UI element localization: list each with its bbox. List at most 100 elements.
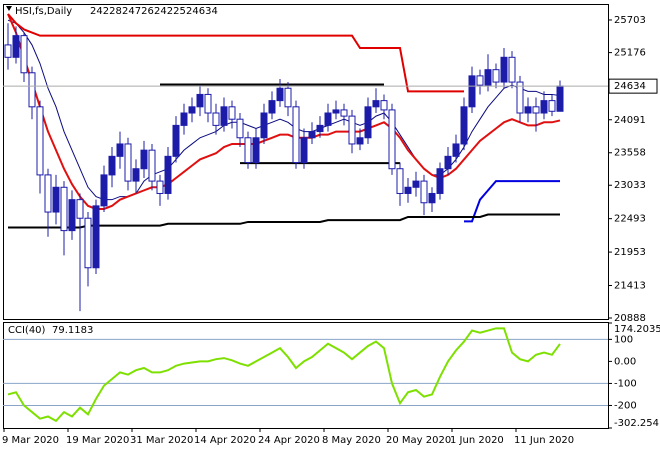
candle-body — [212, 112, 220, 126]
x-tick-label: 19 Mar 2020 — [66, 435, 129, 446]
y-tick-label: 20888 — [614, 313, 646, 324]
candle-body — [484, 69, 492, 86]
candle-body — [388, 109, 396, 170]
candle-body — [476, 75, 484, 86]
candle-body — [556, 85, 564, 112]
candle-body — [500, 56, 508, 83]
candle-body — [28, 72, 36, 108]
y-tick-label: 23033 — [614, 180, 646, 191]
y2-tick-label: 174.2035 — [614, 324, 660, 335]
candle-body — [420, 180, 428, 204]
candle-body — [428, 192, 436, 204]
candle-body — [268, 100, 276, 114]
overlay-line — [7, 13, 561, 210]
candle-body — [532, 106, 540, 114]
candle-body — [116, 143, 124, 157]
y2-tick-label: 100 — [614, 334, 633, 345]
candle-body — [380, 100, 388, 111]
price-box — [608, 78, 658, 94]
candle-body — [164, 155, 172, 194]
candle-body — [436, 168, 444, 194]
candle-body — [276, 87, 284, 102]
candle-body — [292, 106, 300, 164]
candle-body — [412, 180, 420, 188]
x-tick-label: 24 Apr 2020 — [258, 435, 320, 446]
candle-body — [300, 137, 308, 164]
candle-body — [548, 100, 556, 112]
candle-body — [364, 106, 372, 139]
ohlc-open: 24228 — [90, 6, 122, 17]
price-panel — [3, 4, 609, 320]
candle-body — [36, 106, 44, 176]
x-tick-label: 31 Mar 2020 — [130, 435, 193, 446]
candle-body — [332, 109, 340, 114]
overlay-line — [7, 13, 464, 93]
y-tick-label: 21413 — [614, 281, 646, 292]
candle-body — [340, 109, 348, 117]
y-tick-label: 23558 — [614, 148, 646, 159]
ohlc-close: 24634 — [186, 6, 218, 17]
overlay-line — [464, 180, 560, 223]
candle-body — [188, 106, 196, 114]
x-tick-label: 11 Jun 2020 — [514, 435, 574, 446]
x-tick-label: 1 Jun 2020 — [450, 435, 504, 446]
candle-body — [132, 168, 140, 182]
candle-body — [508, 56, 516, 83]
candle-body — [308, 131, 316, 139]
x-tick-label: 9 Mar 2020 — [2, 435, 59, 446]
candle-body — [316, 124, 324, 133]
candle-body — [196, 93, 204, 108]
candle-body — [516, 81, 524, 114]
candle-body — [148, 149, 156, 182]
candle-body — [236, 118, 244, 139]
candle-body — [396, 168, 404, 194]
overlay-line — [7, 19, 561, 201]
header-arrow — [6, 6, 12, 11]
overlay-line — [7, 327, 561, 423]
candle-body — [108, 155, 116, 176]
candle-body — [468, 75, 476, 108]
candle-body — [76, 199, 84, 219]
candle-body — [452, 143, 460, 157]
candle-body — [84, 217, 92, 269]
candle-body — [44, 174, 52, 213]
indicator-value: 79.1183 — [52, 325, 93, 336]
y-tick-label: 24091 — [614, 115, 646, 126]
candle-body — [180, 112, 188, 126]
indicator-title: CCI(40) — [8, 325, 46, 336]
y2-tick-label: -302.254 — [614, 418, 659, 429]
overlay-line — [8, 213, 560, 229]
candle-body — [140, 149, 148, 170]
candle-body — [124, 143, 132, 182]
y-tick-label: 25703 — [614, 15, 646, 26]
candle-body — [284, 87, 292, 108]
ohlc-high: 24726 — [122, 6, 154, 17]
candle-body — [228, 106, 236, 120]
indicator-panel — [3, 322, 609, 429]
candle-body — [20, 35, 28, 74]
candle-body — [492, 69, 500, 83]
candle-body — [524, 106, 532, 114]
candle-body — [220, 106, 228, 126]
candle-body — [156, 180, 164, 194]
ohlc-low: 24225 — [154, 6, 186, 17]
y2-tick-label: 0.00 — [614, 356, 636, 367]
candle-body — [204, 93, 212, 114]
candle-body — [404, 186, 412, 194]
x-tick-label: 20 May 2020 — [386, 435, 451, 446]
candle-body — [4, 44, 12, 58]
y2-tick-label: -100 — [614, 378, 637, 389]
candle-body — [356, 137, 364, 145]
candle-body — [92, 205, 100, 269]
candle-body — [68, 199, 76, 232]
y2-tick-label: -200 — [614, 400, 637, 411]
candle-body — [444, 155, 452, 170]
candle-body — [100, 174, 108, 207]
symbol: HSI,fs,Daily — [15, 6, 72, 17]
candle-body — [244, 137, 252, 164]
candle-body — [324, 112, 332, 126]
x-tick-label: 8 May 2020 — [322, 435, 381, 446]
price-box-label: 24634 — [614, 81, 646, 92]
candle-body — [172, 124, 180, 157]
